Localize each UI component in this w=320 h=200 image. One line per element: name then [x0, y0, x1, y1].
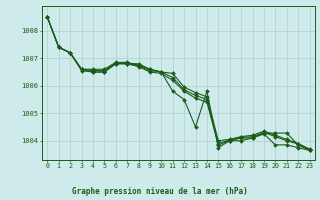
- Text: Graphe pression niveau de la mer (hPa): Graphe pression niveau de la mer (hPa): [72, 187, 248, 196]
